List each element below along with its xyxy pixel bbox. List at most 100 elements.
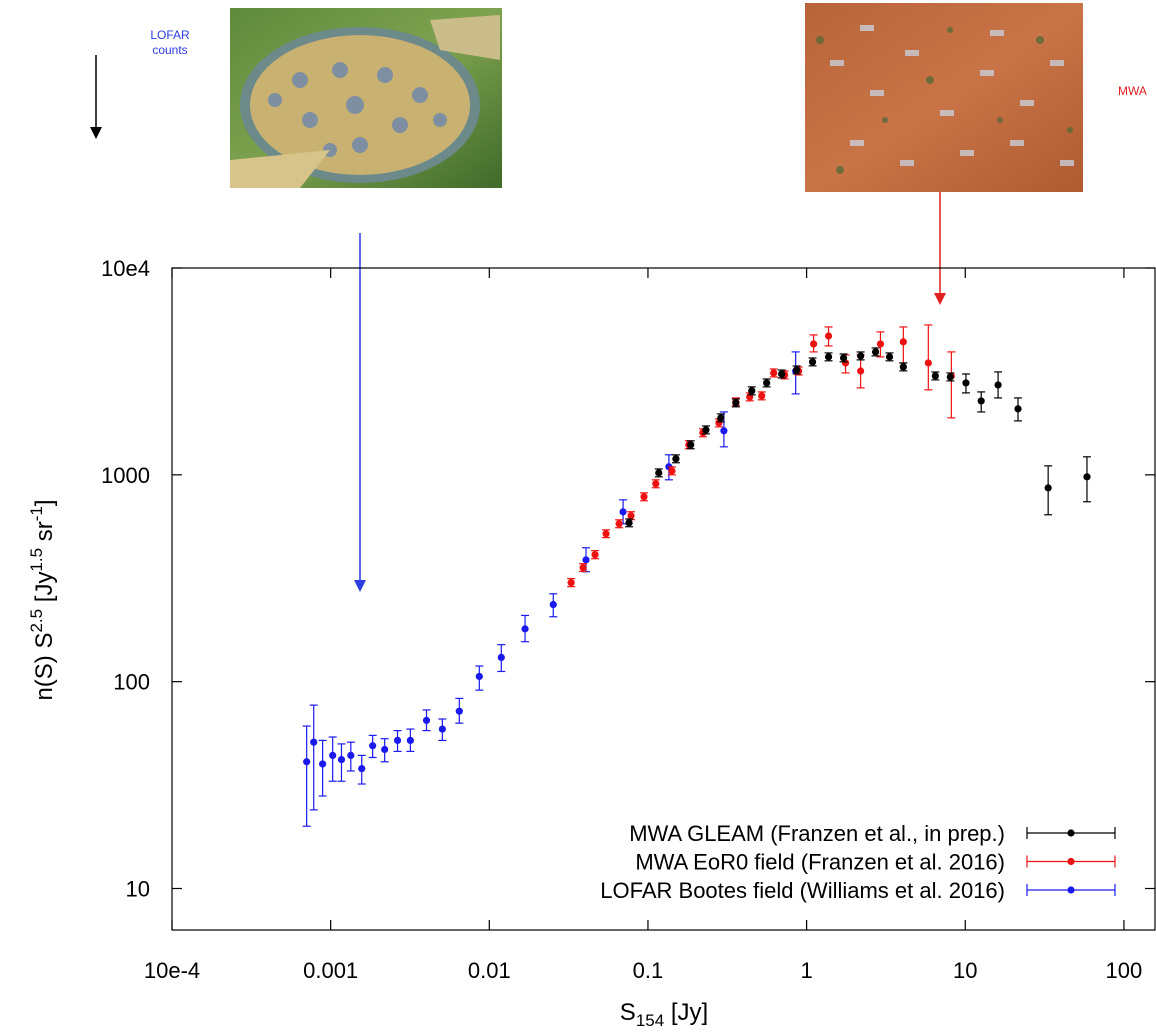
point	[763, 379, 771, 387]
error-bar	[947, 351, 956, 419]
point	[303, 758, 311, 766]
x-tick-label: 100	[1106, 958, 1143, 983]
error-bar	[309, 704, 318, 811]
label-part: [Jy	[31, 572, 58, 609]
point	[793, 366, 801, 374]
point	[672, 455, 680, 463]
point	[422, 716, 431, 724]
y-tick-label: 100	[113, 670, 150, 695]
point	[521, 625, 529, 633]
point	[438, 725, 446, 733]
point	[337, 755, 346, 764]
label-part: [Jy]	[664, 999, 708, 1026]
point	[824, 353, 833, 361]
point	[1083, 473, 1091, 481]
plot-frame	[171, 267, 1156, 931]
point	[668, 467, 676, 475]
y-tick-label: 10e4	[101, 256, 150, 281]
point	[319, 760, 327, 768]
point	[1014, 405, 1022, 413]
error-bar	[924, 324, 933, 391]
label-part: -1	[27, 506, 46, 521]
point	[619, 508, 627, 516]
point	[899, 363, 907, 371]
point	[946, 373, 954, 381]
point	[567, 579, 575, 587]
y-tick-label: 1000	[101, 463, 150, 488]
point	[358, 764, 366, 773]
point	[582, 556, 590, 564]
annotation-line: LOFAR	[150, 28, 190, 42]
label-part: n(S) S	[31, 633, 58, 701]
point	[625, 519, 633, 527]
x-tick-label: 10	[953, 958, 977, 983]
point	[857, 367, 865, 375]
legend-label: LOFAR Bootes field (Williams et al. 2016…	[600, 878, 1005, 903]
y-tick-label: 10	[126, 876, 150, 901]
point	[994, 381, 1002, 389]
point	[627, 512, 635, 520]
label-part: 1.5	[27, 548, 46, 572]
point	[857, 352, 865, 360]
point	[810, 340, 818, 348]
point	[369, 742, 377, 750]
point	[652, 480, 660, 488]
point	[720, 427, 728, 435]
x-tick-label: 10e-4	[144, 958, 200, 983]
point	[748, 387, 756, 395]
label-part: S	[620, 999, 636, 1026]
point	[876, 340, 885, 348]
point	[329, 751, 337, 760]
point	[455, 707, 463, 715]
point	[962, 379, 970, 387]
point	[591, 551, 599, 559]
annotation: LOFAR counts	[150, 28, 190, 57]
point	[602, 530, 610, 538]
annotation: MWA	[1118, 84, 1147, 98]
point	[615, 520, 623, 528]
x-axis-label: S154 [Jy]	[620, 999, 708, 1030]
point	[717, 414, 725, 422]
lofar-photo	[230, 8, 502, 188]
legend-label: MWA EoR0 field (Franzen et al. 2016)	[635, 850, 1005, 875]
point	[871, 348, 880, 356]
point	[497, 653, 505, 662]
error-bar	[318, 739, 327, 797]
point	[824, 332, 833, 340]
point	[1044, 484, 1052, 492]
x-tick-label: 1	[800, 958, 812, 983]
x-tick-label: 0.001	[303, 958, 358, 983]
label-part: sr	[31, 521, 58, 548]
point	[579, 564, 587, 572]
error-bar	[302, 725, 311, 827]
point	[702, 426, 710, 434]
point	[899, 338, 907, 346]
point	[931, 372, 939, 380]
point	[687, 441, 695, 449]
label-part: 154	[636, 1011, 664, 1030]
y-axis-label: n(S) S2.5 [Jy1.5 sr-1]	[27, 499, 58, 700]
x-tick-label: 0.01	[468, 958, 511, 983]
label-part: 2.5	[27, 609, 46, 633]
point	[393, 736, 402, 745]
point	[778, 370, 786, 378]
x-tick-label: 0.1	[633, 958, 664, 983]
legend-label: MWA GLEAM (Franzen et al., in prep.)	[629, 821, 1005, 846]
annotation-line: counts	[152, 43, 187, 57]
legend-swatch	[1067, 857, 1075, 866]
point	[839, 354, 848, 362]
legend-swatch	[1067, 829, 1075, 837]
mwa-photo	[805, 3, 1083, 192]
point	[758, 392, 766, 400]
point	[549, 600, 557, 609]
error-bar	[328, 736, 337, 782]
point	[640, 493, 648, 501]
point	[977, 397, 985, 405]
point	[310, 738, 318, 746]
point	[885, 353, 894, 361]
legend-swatch	[1067, 886, 1075, 894]
point	[475, 672, 483, 681]
point	[808, 358, 817, 366]
